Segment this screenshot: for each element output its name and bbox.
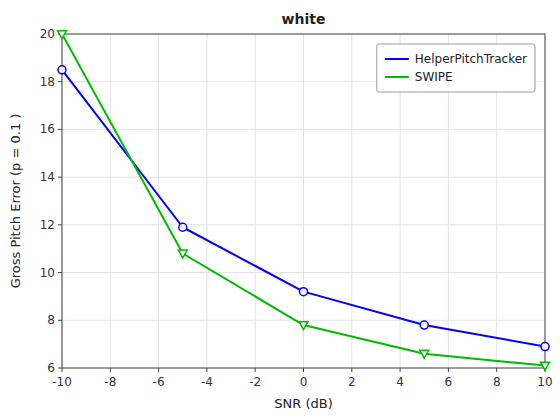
data-point	[420, 350, 429, 358]
data-point	[58, 66, 66, 74]
lines	[62, 34, 545, 366]
grid	[62, 34, 545, 368]
title: white	[282, 11, 326, 27]
y-tick	[58, 129, 62, 130]
x-tick-label: -8	[104, 375, 116, 389]
chart-svg: -10 -8 -6 -4 -2 0 2 4 6 8 10 6 8 10 12 14 16 18 20 white SNR…	[0, 0, 560, 420]
legend: HelperPitchTracker SWIPE	[377, 44, 535, 92]
grid-line	[303, 34, 304, 368]
y-axis-label: Gross Pitch Error (p = 0.1 )	[8, 114, 23, 289]
data-point	[299, 322, 308, 330]
x-tick-label: 4	[396, 375, 404, 389]
legend-box	[377, 44, 535, 92]
y-tick-label: 18	[40, 75, 55, 89]
y-tick	[58, 177, 62, 178]
data-point	[541, 343, 549, 351]
x-tick	[206, 368, 207, 372]
grid-line	[62, 272, 545, 273]
data-point	[420, 321, 428, 329]
y-tick	[58, 320, 62, 321]
legend-label: SWIPE	[415, 70, 453, 84]
data-point	[541, 362, 550, 370]
x-tick-label: 2	[348, 375, 356, 389]
x-tick-label: -4	[201, 375, 213, 389]
grid-line	[62, 129, 545, 130]
ticks: -10 -8 -6 -4 -2 0 2 4 6 8 10 6 8 10 12 14 16 18 20	[40, 27, 553, 389]
x-axis-label: SNR (dB)	[274, 396, 332, 411]
y-tick-label: 16	[40, 122, 55, 136]
markers	[58, 31, 550, 370]
x-tick	[303, 368, 304, 372]
grid-line	[158, 34, 159, 368]
x-tick-label: -6	[153, 375, 165, 389]
y-tick-label: 10	[40, 266, 55, 280]
grid-line	[255, 34, 256, 368]
grid-line	[206, 34, 207, 368]
x-tick	[496, 368, 497, 372]
series-line	[62, 70, 545, 347]
x-tick	[110, 368, 111, 372]
grid-line	[110, 34, 111, 368]
legend-label: HelperPitchTracker	[415, 52, 527, 66]
x-tick	[448, 368, 449, 372]
x-tick-label: 0	[300, 375, 308, 389]
plot-frame	[62, 34, 545, 368]
y-tick	[58, 368, 62, 369]
x-tick-label: -2	[249, 375, 261, 389]
background	[0, 0, 560, 420]
data-point	[58, 31, 67, 39]
legend-swatch	[385, 58, 409, 60]
y-tick	[58, 272, 62, 273]
grid-line	[62, 177, 545, 178]
x-tick	[255, 368, 256, 372]
legend-swatch	[385, 76, 409, 78]
y-tick-label: 14	[40, 170, 55, 184]
x-tick-label: -10	[52, 375, 72, 389]
grid-line	[351, 34, 352, 368]
grid-line	[62, 224, 545, 225]
x-tick	[62, 368, 63, 372]
y-tick-label: 12	[40, 218, 55, 232]
series-line	[62, 34, 545, 366]
y-tick-label: 20	[40, 27, 55, 41]
data-point	[179, 223, 187, 231]
y-tick-label: 8	[47, 313, 55, 327]
x-tick-label: 8	[493, 375, 501, 389]
grid-line	[62, 320, 545, 321]
x-tick-label: 6	[445, 375, 453, 389]
y-tick-label: 6	[47, 361, 55, 375]
x-tick	[158, 368, 159, 372]
y-tick	[58, 81, 62, 82]
chart-container: -10 -8 -6 -4 -2 0 2 4 6 8 10 6 8 10 12 14 16 18 20 white SNR…	[0, 0, 560, 420]
y-tick	[58, 224, 62, 225]
data-point	[300, 288, 308, 296]
data-point	[178, 250, 187, 258]
x-tick	[351, 368, 352, 372]
x-tick	[400, 368, 401, 372]
x-tick-label: 10	[537, 375, 552, 389]
